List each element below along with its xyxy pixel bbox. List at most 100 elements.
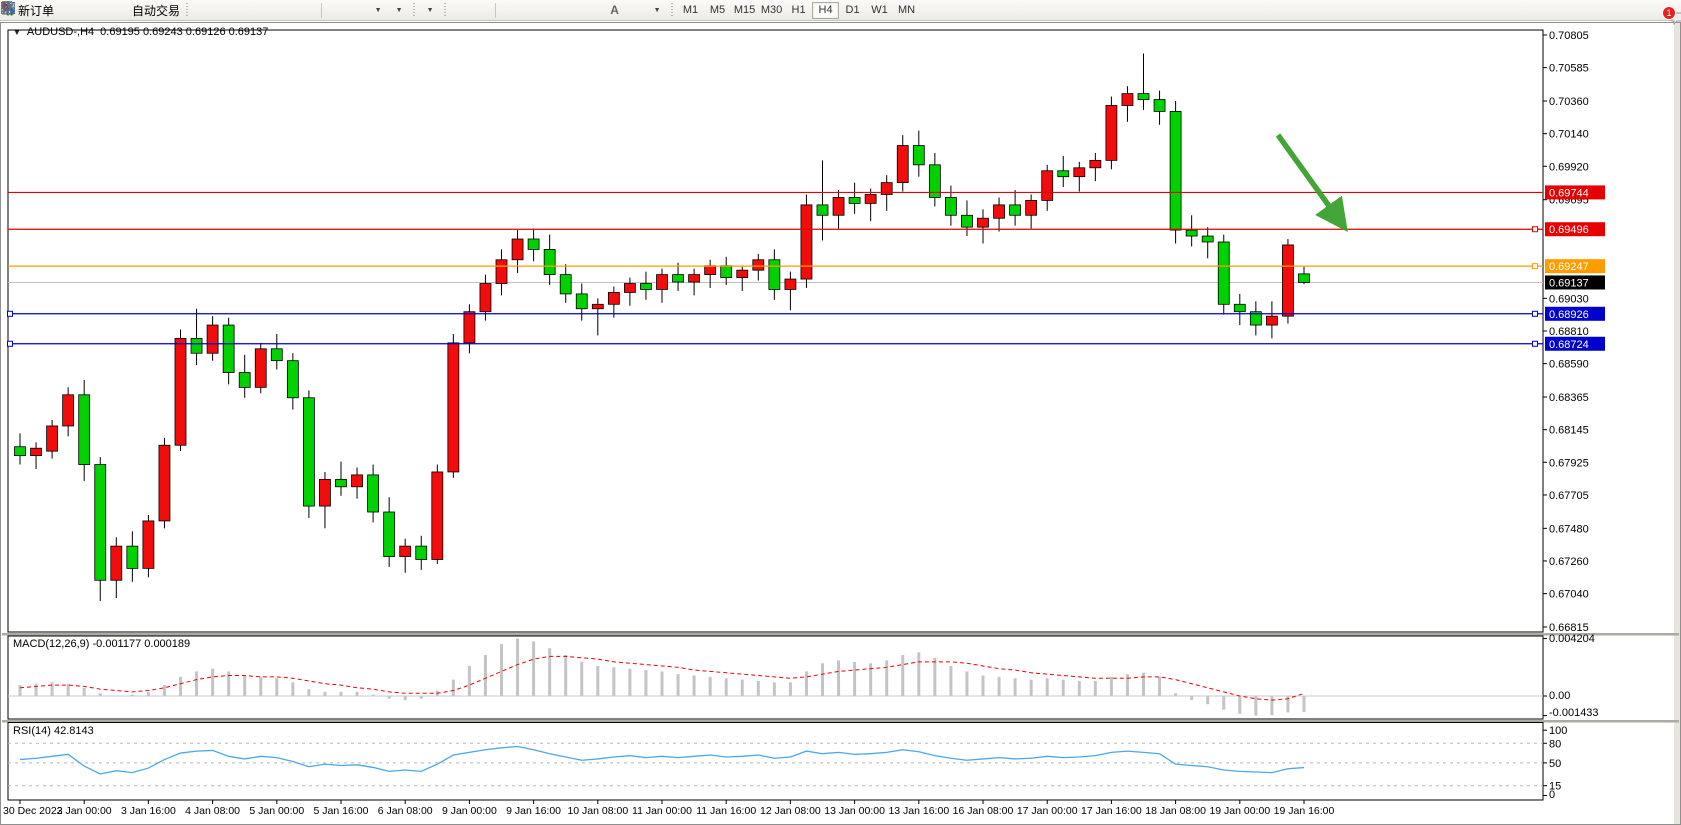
cursor-button[interactable] bbox=[3, 1, 471, 20]
tile-windows-button[interactable] bbox=[1, 1, 318, 20]
toolbar-grip[interactable] bbox=[411, 2, 418, 18]
timeframe-H1[interactable]: H1 bbox=[791, 4, 806, 16]
line-handle[interactable] bbox=[7, 340, 13, 347]
line-handle[interactable] bbox=[1532, 340, 1538, 347]
chart-shift-button[interactable] bbox=[2, 1, 367, 20]
line-handle[interactable] bbox=[1532, 310, 1538, 317]
svg-text:17 Jan 16:00: 17 Jan 16:00 bbox=[1081, 805, 1142, 817]
terminal-button[interactable] bbox=[2, 1, 127, 20]
candle bbox=[912, 145, 925, 166]
candle bbox=[463, 311, 476, 344]
candle bbox=[993, 204, 1005, 219]
horizontal-lines[interactable] bbox=[7, 191, 1544, 347]
svg-text:0.00: 0.00 bbox=[1549, 690, 1570, 702]
timeframe-W1[interactable]: W1 bbox=[871, 4, 888, 16]
line-handle[interactable] bbox=[1532, 263, 1538, 270]
candlestick-chart-button[interactable] bbox=[2, 1, 234, 20]
market-watch-button[interactable] bbox=[1, 1, 85, 20]
price-axis: 0.708050.705850.703600.701400.699200.696… bbox=[1543, 30, 1605, 634]
candle bbox=[447, 342, 460, 473]
svg-text:0.68145: 0.68145 bbox=[1549, 425, 1589, 437]
dropdown-caret-icon: ▼ bbox=[426, 6, 434, 14]
svg-text:9 Jan 00:00: 9 Jan 00:00 bbox=[442, 805, 497, 817]
timeframe-M30[interactable]: M30 bbox=[760, 4, 783, 16]
svg-text:0.70585: 0.70585 bbox=[1549, 63, 1589, 75]
line-chart-button[interactable] bbox=[2, 1, 255, 20]
zoom-in-button[interactable] bbox=[2, 1, 276, 20]
candle bbox=[607, 292, 620, 305]
candle bbox=[1057, 170, 1070, 178]
crosshair-button[interactable] bbox=[1, 1, 492, 20]
navigator-button[interactable] bbox=[2, 1, 106, 20]
trendline-button[interactable] bbox=[2, 1, 562, 20]
candle bbox=[1121, 93, 1134, 106]
periods-button[interactable]: ▼ bbox=[1, 1, 409, 20]
candle bbox=[30, 447, 42, 457]
search-button[interactable] bbox=[1, 1, 1670, 20]
candle bbox=[1298, 273, 1310, 283]
candle bbox=[62, 394, 75, 427]
down-arrow-annotation[interactable] bbox=[1275, 133, 1348, 233]
svg-text:11 Jan 00:00: 11 Jan 00:00 bbox=[632, 805, 692, 817]
svg-text:3 Jan 16:00: 3 Jan 16:00 bbox=[121, 805, 176, 817]
search-icon bbox=[1, 1, 15, 15]
candle bbox=[559, 274, 572, 295]
svg-text:16 Jan 08:00: 16 Jan 08:00 bbox=[953, 805, 1014, 817]
candle bbox=[816, 204, 829, 216]
candle bbox=[431, 471, 444, 560]
timeframe-M15[interactable]: M15 bbox=[733, 4, 756, 16]
candle bbox=[527, 238, 540, 250]
candle bbox=[928, 164, 941, 198]
auto-trading-button[interactable]: 自动交易 bbox=[1, 1, 182, 20]
timeframe-MN[interactable]: MN bbox=[897, 4, 916, 16]
templates-button[interactable]: ▼ bbox=[1, 1, 440, 20]
line-handle[interactable] bbox=[7, 310, 13, 317]
timeframe-M5[interactable]: M5 bbox=[709, 4, 726, 16]
candle bbox=[1009, 204, 1021, 216]
svg-text:4 Jan 08:00: 4 Jan 08:00 bbox=[185, 805, 240, 817]
indicators-button[interactable]: ▼ bbox=[1, 1, 388, 20]
candle bbox=[383, 511, 396, 557]
candle bbox=[1233, 303, 1246, 313]
svg-text:0.69920: 0.69920 bbox=[1549, 161, 1589, 173]
timeframe-H4[interactable]: H4 bbox=[812, 1, 840, 19]
zoom-out-button[interactable] bbox=[2, 1, 297, 20]
chart-dropdown-icon[interactable]: ▼ bbox=[13, 27, 21, 37]
line-handle[interactable] bbox=[1532, 226, 1538, 233]
chart-frames bbox=[0, 22, 1681, 825]
macd-values: -0.001177 0.000189 bbox=[92, 638, 191, 650]
shapes-button[interactable]: ▼ bbox=[1, 1, 667, 20]
fibonacci-button[interactable]: F bbox=[2, 1, 604, 20]
candle bbox=[736, 269, 749, 278]
label-tool-button[interactable]: T bbox=[1, 1, 646, 20]
candle bbox=[302, 397, 315, 507]
trend-arrow[interactable] bbox=[1275, 133, 1348, 233]
new-order-button[interactable]: 新订单 bbox=[2, 1, 56, 20]
svg-text:30 Dec 2022: 30 Dec 2022 bbox=[3, 805, 63, 817]
toolbar-grip[interactable] bbox=[669, 2, 676, 18]
svg-text:0.70360: 0.70360 bbox=[1549, 96, 1589, 108]
vertical-line-button[interactable] bbox=[7, 1, 520, 20]
candle bbox=[543, 248, 556, 276]
chart-ohlc-values: 0.69195 0.69243 0.69126 0.69137 bbox=[100, 26, 269, 38]
timeframe-D1[interactable]: D1 bbox=[845, 4, 860, 16]
svg-text:13 Jan 16:00: 13 Jan 16:00 bbox=[888, 805, 949, 817]
toolbar-grip[interactable] bbox=[442, 2, 449, 18]
horizontal-line-button[interactable] bbox=[2, 1, 541, 20]
text-tool-button[interactable]: A bbox=[604, 1, 625, 20]
svg-text:0.69496: 0.69496 bbox=[1549, 224, 1589, 236]
candle bbox=[864, 194, 877, 204]
timeframe-M1[interactable]: M1 bbox=[682, 4, 699, 16]
toolbar-grip[interactable] bbox=[184, 2, 191, 18]
svg-text:15: 15 bbox=[1549, 781, 1561, 793]
auto-scroll-button[interactable] bbox=[2, 1, 346, 20]
svg-text:9 Jan 16:00: 9 Jan 16:00 bbox=[506, 805, 561, 817]
svg-text:0.68365: 0.68365 bbox=[1549, 392, 1589, 404]
svg-text:0.67040: 0.67040 bbox=[1549, 589, 1589, 601]
dropdown-caret-icon: ▼ bbox=[395, 6, 403, 14]
channel-button[interactable]: E bbox=[1, 1, 583, 20]
bar-chart-button[interactable] bbox=[2, 1, 213, 20]
candle bbox=[1282, 244, 1294, 317]
